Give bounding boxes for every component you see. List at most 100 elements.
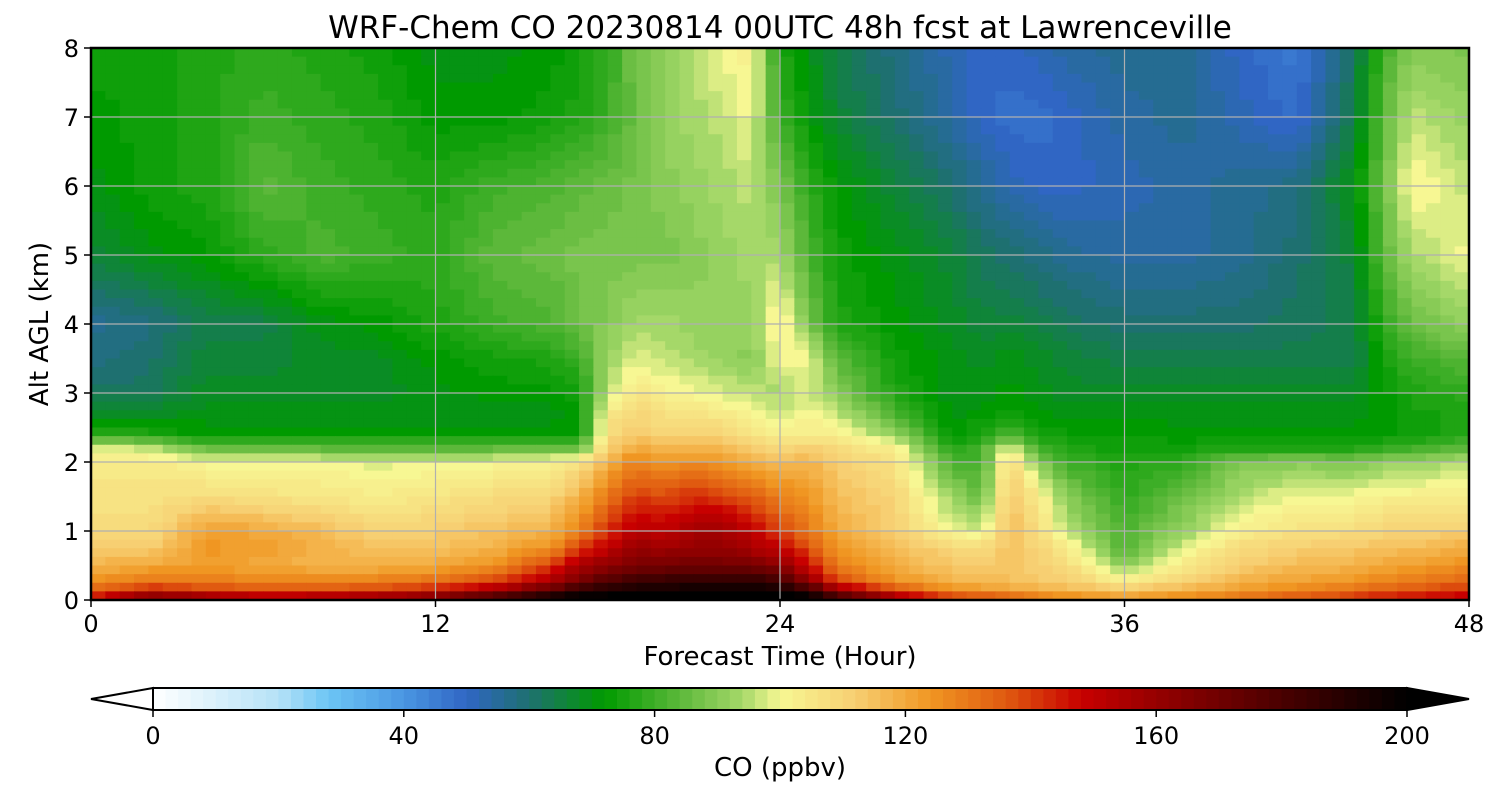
heatmap-cell <box>105 349 121 360</box>
heatmap-cell <box>1110 73 1126 84</box>
heatmap-cell <box>564 453 580 463</box>
heatmap-cell <box>665 298 681 308</box>
heatmap-cell <box>277 367 293 377</box>
heatmap-cell <box>880 375 896 385</box>
heatmap-cell <box>1311 194 1327 204</box>
heatmap-cell <box>693 125 709 135</box>
heatmap-cell <box>636 453 652 463</box>
heatmap-cell <box>421 134 437 144</box>
heatmap-cell <box>521 160 537 170</box>
heatmap-cell <box>335 99 350 109</box>
heatmap-cell <box>263 186 279 196</box>
heatmap-cell <box>909 470 925 480</box>
heatmap-cell <box>1038 315 1054 325</box>
heatmap-cell <box>1325 324 1341 334</box>
heatmap-cell <box>794 168 810 178</box>
heatmap-cell <box>1253 117 1269 127</box>
heatmap-cell <box>579 168 594 178</box>
heatmap-cell <box>349 237 365 247</box>
heatmap-cell <box>1382 272 1398 282</box>
heatmap-cell <box>1268 168 1283 178</box>
heatmap-cell <box>823 393 839 403</box>
heatmap-cell <box>679 91 695 101</box>
heatmap-cell <box>335 444 350 454</box>
heatmap-cell <box>1196 272 1212 282</box>
heatmap-cell <box>780 436 795 446</box>
heatmap-cell <box>564 487 580 498</box>
heatmap-cell <box>1325 211 1341 222</box>
heatmap-cell <box>1210 229 1226 239</box>
heatmap-cell <box>1038 65 1054 75</box>
heatmap-cell <box>823 427 839 437</box>
heatmap-cell <box>579 332 594 342</box>
heatmap-cell <box>708 142 724 153</box>
heatmap-cell <box>851 427 867 437</box>
heatmap-cell <box>1382 427 1398 437</box>
heatmap-cell <box>736 134 752 144</box>
heatmap-cell <box>966 263 982 273</box>
heatmap-cell <box>119 211 135 222</box>
heatmap-cell <box>607 237 623 247</box>
heatmap-cell <box>177 203 193 213</box>
heatmap-cell <box>105 229 121 239</box>
heatmap-cell <box>1138 237 1154 247</box>
heatmap-cell <box>937 401 953 411</box>
heatmap-cell <box>378 358 394 368</box>
heatmap-cell <box>909 99 925 109</box>
heatmap-cell <box>119 462 135 472</box>
heatmap-cell <box>320 117 336 127</box>
heatmap-cell <box>205 56 221 66</box>
heatmap-cell <box>1425 82 1441 92</box>
heatmap-cell <box>91 246 106 256</box>
heatmap-cell <box>1210 393 1226 403</box>
heatmap-cell <box>277 479 293 489</box>
heatmap-cell <box>1253 272 1269 282</box>
heatmap-cell <box>1095 177 1111 187</box>
heatmap-cell <box>851 99 867 109</box>
heatmap-cell <box>980 73 996 84</box>
heatmap-cell <box>191 315 207 325</box>
heatmap-cell <box>952 306 968 316</box>
heatmap-cell <box>909 280 925 291</box>
heatmap-cell <box>937 410 953 420</box>
heatmap-cell <box>1138 479 1154 489</box>
heatmap-cell <box>1067 142 1083 153</box>
heatmap-cell <box>550 229 566 239</box>
heatmap-cell <box>866 427 882 437</box>
heatmap-cell <box>923 65 939 75</box>
heatmap-cell <box>909 151 925 161</box>
heatmap-cell <box>909 246 925 256</box>
heatmap-cell <box>1081 220 1097 230</box>
heatmap-cell <box>564 367 580 377</box>
heatmap-cell <box>492 401 508 411</box>
heatmap-cell <box>679 203 695 213</box>
heatmap-cell <box>148 99 164 109</box>
heatmap-cell <box>363 142 379 153</box>
heatmap-cell <box>464 65 480 75</box>
heatmap-cell <box>1181 186 1197 196</box>
heatmap-cell <box>220 125 236 135</box>
heatmap-cell <box>1397 272 1413 282</box>
heatmap-cell <box>119 117 135 127</box>
heatmap-cell <box>593 332 609 342</box>
heatmap-cell <box>1067 453 1083 463</box>
heatmap-cell <box>349 142 365 153</box>
heatmap-cell <box>780 315 795 325</box>
heatmap-cell <box>708 73 724 84</box>
heatmap-cell <box>1110 384 1126 394</box>
heatmap-cell <box>1181 151 1197 161</box>
heatmap-cell <box>535 194 551 204</box>
heatmap-cell <box>1095 65 1111 75</box>
heatmap-cell <box>1196 375 1212 385</box>
heatmap-cell <box>909 324 925 334</box>
heatmap-cell <box>851 479 867 489</box>
heatmap-cell <box>564 211 580 222</box>
heatmap-cell <box>349 401 365 411</box>
heatmap-cell <box>205 91 221 101</box>
heatmap-cell <box>435 384 451 394</box>
heatmap-cell <box>378 375 394 385</box>
heatmap-cell <box>1339 289 1355 299</box>
heatmap-cell <box>392 315 408 325</box>
heatmap-cell <box>952 272 968 282</box>
heatmap-cell <box>148 237 164 247</box>
